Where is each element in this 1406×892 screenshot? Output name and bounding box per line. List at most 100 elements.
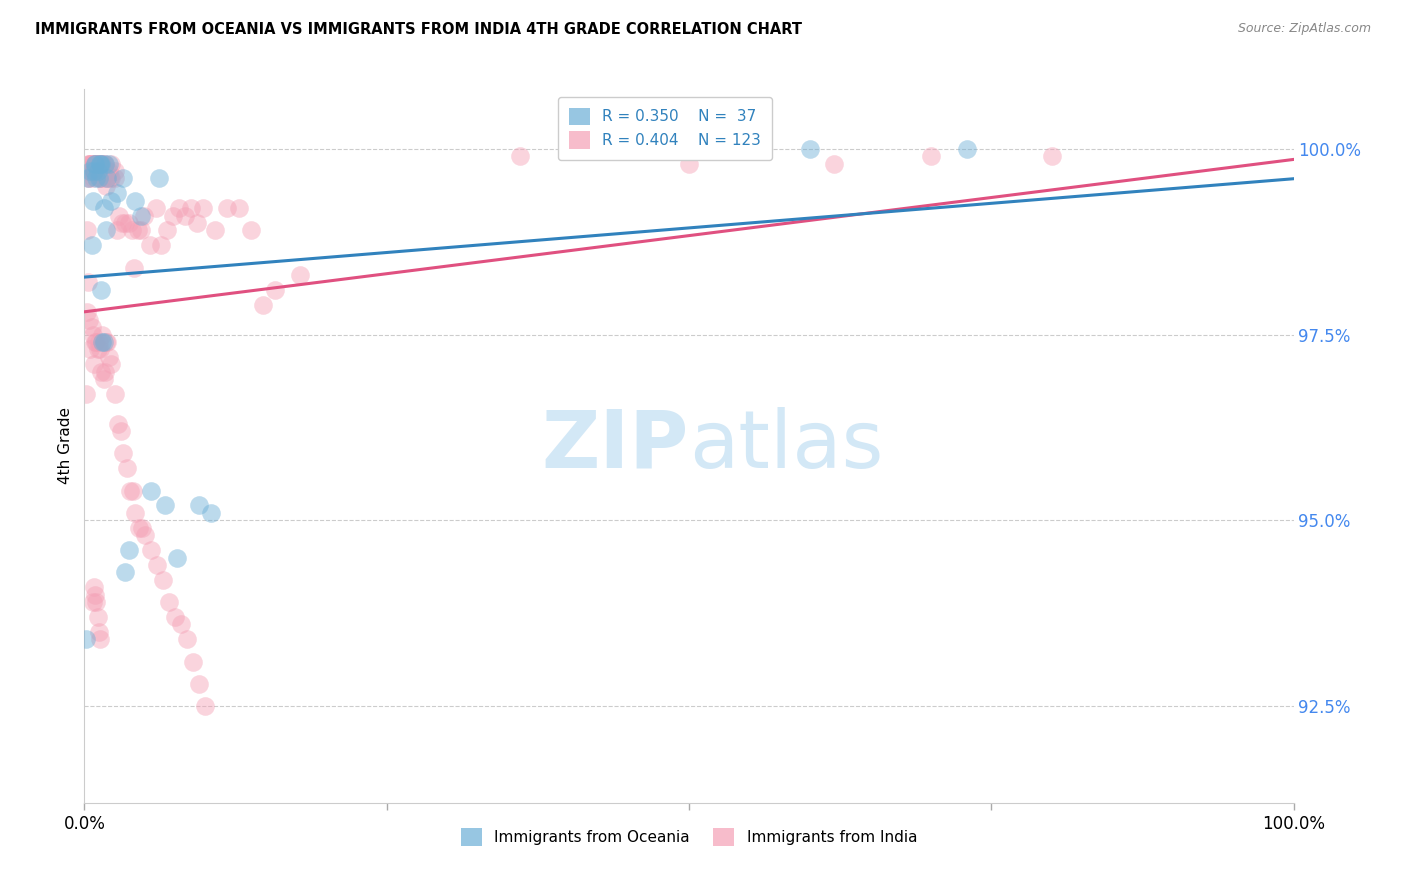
- Point: [77, 156, 100, 170]
- Point: [170, 617, 193, 632]
- Point: [188, 677, 211, 691]
- Point: [86, 171, 108, 186]
- Point: [89, 343, 111, 357]
- Point: [112, 446, 135, 460]
- Point: [94, 164, 117, 178]
- Point: [91, 327, 114, 342]
- Point: [94, 156, 117, 170]
- Point: [155, 499, 177, 513]
- Point: [114, 216, 136, 230]
- Point: [252, 298, 274, 312]
- Point: [96, 171, 118, 186]
- Point: [264, 283, 287, 297]
- Point: [100, 194, 122, 208]
- Point: [114, 566, 136, 580]
- Point: [77, 312, 100, 326]
- Point: [83, 164, 105, 178]
- Point: [200, 506, 222, 520]
- Point: [120, 483, 142, 498]
- Point: [90, 156, 112, 170]
- Point: [77, 171, 100, 186]
- Point: [127, 223, 149, 237]
- Point: [165, 610, 187, 624]
- Point: [128, 521, 150, 535]
- Point: [288, 268, 311, 282]
- Point: [91, 156, 114, 170]
- Point: [131, 521, 153, 535]
- Point: [82, 164, 104, 178]
- Point: [77, 156, 100, 170]
- Point: [80, 238, 103, 252]
- Point: [80, 156, 103, 170]
- Point: [118, 543, 141, 558]
- Point: [104, 164, 127, 178]
- Point: [90, 164, 112, 178]
- Point: [90, 365, 112, 379]
- Point: [100, 171, 122, 186]
- Point: [121, 483, 143, 498]
- Point: [83, 156, 105, 170]
- Point: [124, 506, 146, 520]
- Point: [104, 171, 127, 186]
- Point: [87, 164, 110, 178]
- Y-axis label: 4th Grade: 4th Grade: [58, 408, 73, 484]
- Point: [186, 216, 208, 230]
- Point: [82, 327, 104, 342]
- Point: [145, 201, 167, 215]
- Point: [86, 610, 108, 624]
- Point: [86, 156, 108, 170]
- Point: [84, 156, 107, 170]
- Point: [678, 156, 700, 170]
- Point: [240, 223, 263, 237]
- Point: [84, 156, 107, 170]
- Point: [87, 624, 110, 639]
- Point: [108, 209, 131, 223]
- Point: [86, 343, 108, 357]
- Point: [956, 142, 979, 156]
- Point: [83, 156, 105, 170]
- Point: [105, 223, 128, 237]
- Point: [122, 260, 145, 275]
- Point: [146, 558, 169, 572]
- Point: [93, 201, 115, 215]
- Point: [84, 588, 107, 602]
- Point: [86, 156, 108, 170]
- Point: [148, 171, 170, 186]
- Point: [191, 201, 214, 215]
- Point: [77, 171, 100, 186]
- Point: [89, 632, 111, 647]
- Point: [94, 171, 117, 186]
- Point: [97, 350, 120, 364]
- Point: [188, 499, 211, 513]
- Point: [87, 171, 110, 186]
- Point: [93, 372, 115, 386]
- Point: [799, 142, 821, 156]
- Point: [87, 334, 110, 349]
- Point: [91, 334, 114, 349]
- Point: [84, 334, 107, 349]
- Point: [228, 201, 250, 215]
- Point: [124, 194, 146, 208]
- Point: [79, 343, 101, 357]
- Point: [82, 164, 104, 178]
- Point: [134, 528, 156, 542]
- Point: [107, 417, 129, 431]
- Point: [90, 283, 112, 297]
- Point: [79, 156, 101, 170]
- Point: [86, 595, 108, 609]
- Point: [79, 164, 101, 178]
- Point: [166, 550, 188, 565]
- Text: atlas: atlas: [689, 407, 883, 485]
- Point: [110, 424, 132, 438]
- Point: [96, 164, 118, 178]
- Point: [823, 156, 845, 170]
- Point: [75, 632, 97, 647]
- Point: [75, 387, 97, 401]
- Point: [100, 156, 122, 170]
- Point: [194, 699, 217, 714]
- Point: [77, 276, 100, 290]
- Point: [96, 171, 118, 186]
- Text: ZIP: ZIP: [541, 407, 689, 485]
- Point: [76, 164, 98, 178]
- Point: [162, 209, 184, 223]
